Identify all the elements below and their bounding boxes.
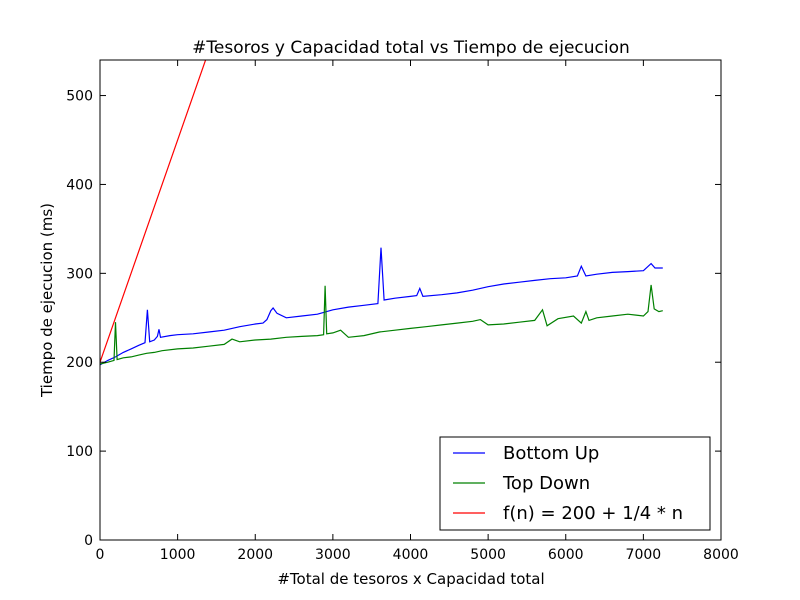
x-tick-label-4: 4000	[393, 547, 429, 563]
series-line-0	[100, 247, 663, 366]
x-tick-label-2: 2000	[237, 547, 273, 563]
y-tick-label-2: 200	[66, 355, 93, 371]
legend-label-1: Top Down	[502, 473, 590, 494]
x-tick-label-7: 7000	[626, 547, 662, 563]
legend-label-0: Bottom Up	[503, 443, 599, 464]
y-axis-label: Tiempo de ejecucion (ms)	[38, 203, 56, 398]
x-tick-label-1: 1000	[160, 547, 196, 563]
legend-label-2: f(n) = 200 + 1/4 * n	[503, 503, 683, 524]
x-axis-label: #Total de tesoros x Capacidad total	[277, 570, 544, 588]
x-tick-label-5: 5000	[470, 547, 506, 563]
y-tick-label-3: 300	[66, 266, 93, 282]
x-tick-label-6: 6000	[548, 547, 584, 563]
series-line-2	[100, 60, 207, 363]
legend: Bottom Up Top Down f(n) = 200 + 1/4 * n	[439, 436, 711, 531]
series-layer	[100, 60, 663, 366]
series-line-1	[100, 284, 663, 365]
y-tick-label-1: 100	[66, 444, 93, 460]
x-tick-label-8: 8000	[703, 547, 739, 563]
x-axis: 0 1000 2000 3000 4000 5000 6000 7000 8000	[96, 60, 739, 563]
x-tick-label-3: 3000	[315, 547, 351, 563]
y-tick-label-0: 0	[84, 533, 93, 549]
chart-title: #Tesoros y Capacidad total vs Tiempo de …	[192, 38, 630, 58]
y-tick-label-4: 400	[66, 177, 93, 193]
y-axis: 0 100 200 300 400 500	[66, 89, 721, 549]
y-tick-label-5: 500	[66, 89, 93, 105]
x-tick-label-0: 0	[96, 547, 105, 563]
